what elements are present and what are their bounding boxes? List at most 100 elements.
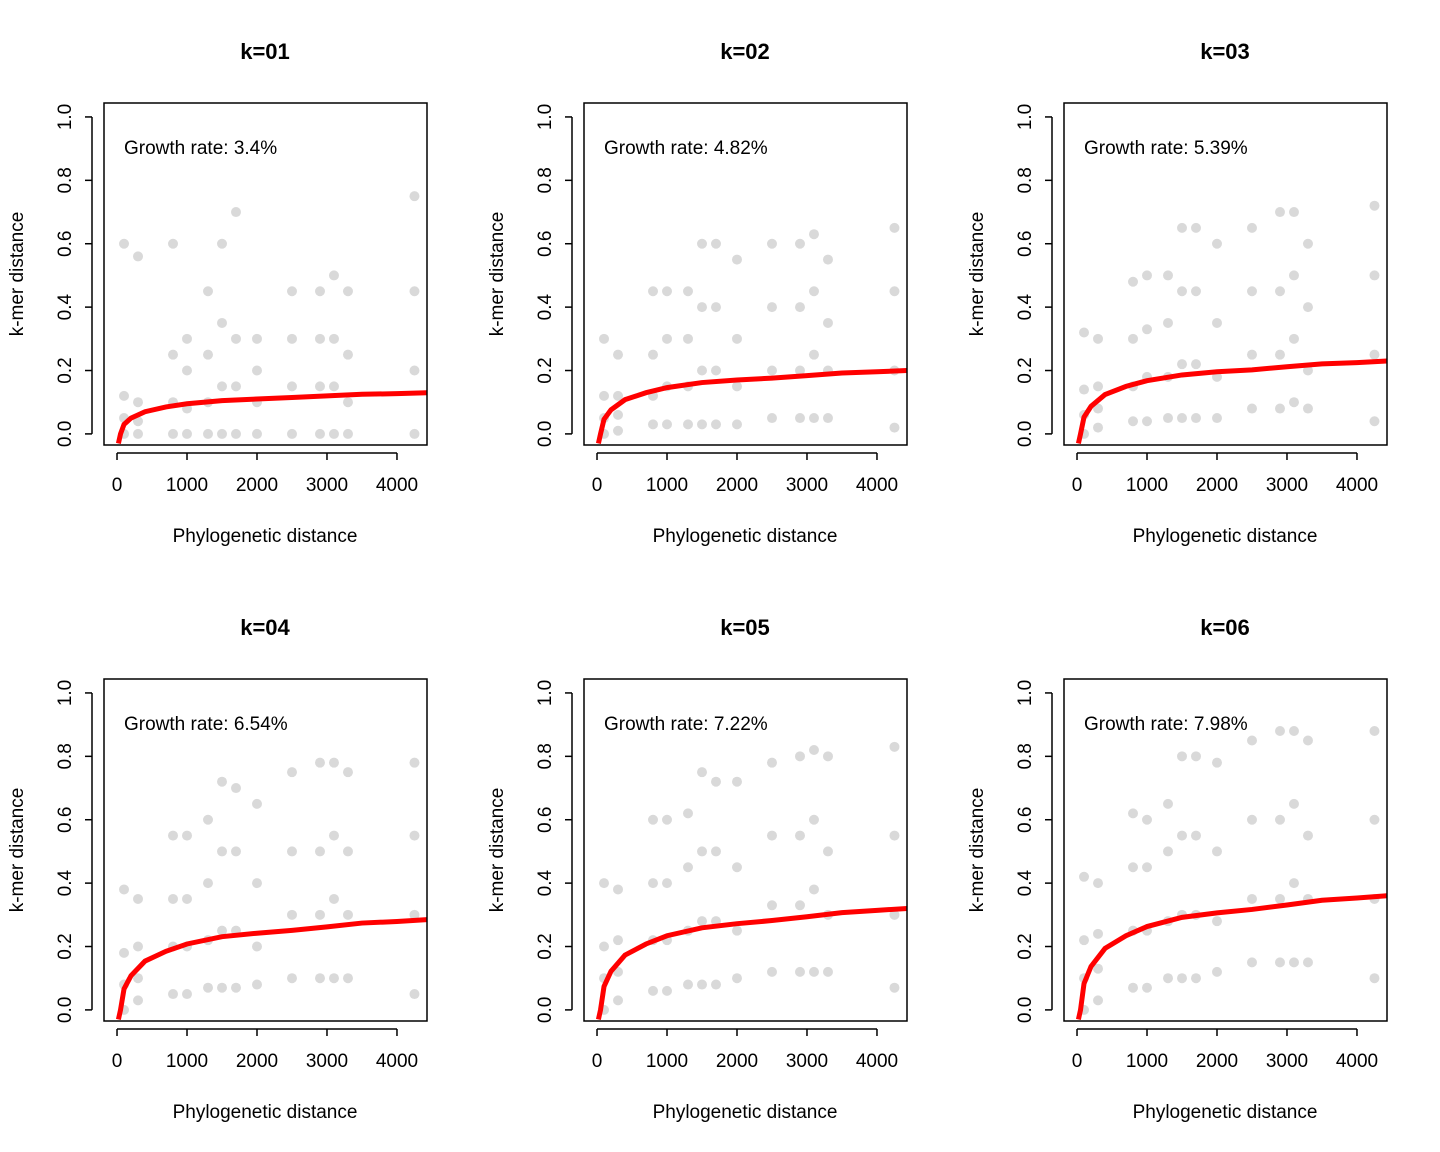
plot-frame bbox=[1063, 102, 1388, 446]
x-tick-label: 0 bbox=[1072, 1051, 1083, 1072]
annotation: Growth rate: 6.54% bbox=[124, 714, 288, 735]
point bbox=[203, 814, 214, 825]
point bbox=[1177, 413, 1188, 424]
point bbox=[822, 413, 833, 424]
point bbox=[1128, 333, 1139, 344]
y-tick-label: 0.6 bbox=[535, 807, 556, 833]
x-tick-label: 4000 bbox=[1336, 1051, 1378, 1072]
point bbox=[766, 900, 777, 911]
panel-title: k=03 bbox=[1200, 39, 1250, 64]
point bbox=[1093, 878, 1104, 889]
point bbox=[794, 302, 805, 313]
point bbox=[731, 254, 742, 265]
panel: k=06 Phylogenetic distance k-mer distance 0… bbox=[967, 615, 1388, 1123]
point bbox=[710, 302, 721, 313]
x-tick-label: 3000 bbox=[1266, 1051, 1308, 1072]
point bbox=[168, 238, 179, 249]
point bbox=[314, 846, 325, 857]
y-tick-label: 0.0 bbox=[55, 997, 76, 1023]
point bbox=[731, 862, 742, 873]
point bbox=[342, 767, 353, 778]
point bbox=[1128, 808, 1139, 819]
x-tick-label: 2000 bbox=[236, 475, 278, 496]
point bbox=[683, 862, 694, 873]
point bbox=[1177, 751, 1188, 762]
point bbox=[1302, 365, 1313, 376]
point bbox=[133, 428, 144, 439]
y-tick-label: 0.4 bbox=[535, 869, 556, 896]
y-axis-label: k-mer distance bbox=[487, 788, 508, 913]
point bbox=[230, 207, 241, 218]
point bbox=[766, 302, 777, 313]
y-tick-label: 0.6 bbox=[1015, 807, 1036, 833]
point bbox=[1128, 416, 1139, 427]
x-tick-label: 3000 bbox=[306, 1051, 348, 1072]
point bbox=[1369, 416, 1380, 427]
y-tick-label: 0.2 bbox=[535, 357, 556, 383]
panel-title: k=04 bbox=[240, 615, 290, 640]
point bbox=[1142, 324, 1153, 335]
point bbox=[1288, 207, 1299, 218]
point bbox=[731, 419, 742, 430]
x-tick-label: 4000 bbox=[1336, 475, 1378, 496]
point bbox=[1142, 814, 1153, 825]
point bbox=[662, 286, 673, 297]
point bbox=[251, 428, 262, 439]
point bbox=[1274, 403, 1285, 414]
point bbox=[1302, 735, 1313, 746]
plot-frame bbox=[103, 678, 428, 1022]
point bbox=[697, 846, 708, 857]
point bbox=[1288, 798, 1299, 809]
point bbox=[889, 222, 900, 233]
point bbox=[1142, 982, 1153, 993]
x-tick-label: 2000 bbox=[236, 1051, 278, 1072]
point bbox=[613, 884, 624, 895]
point bbox=[1288, 397, 1299, 408]
point bbox=[203, 286, 214, 297]
plot-area bbox=[115, 757, 427, 1020]
point bbox=[1369, 725, 1380, 736]
point bbox=[1302, 957, 1313, 968]
plot-area bbox=[595, 222, 907, 444]
point bbox=[613, 935, 624, 946]
point bbox=[697, 238, 708, 249]
point bbox=[409, 830, 420, 841]
point bbox=[808, 966, 819, 977]
point bbox=[286, 846, 297, 857]
point bbox=[1093, 963, 1104, 974]
point bbox=[1128, 982, 1139, 993]
y-tick-label: 0.8 bbox=[535, 167, 556, 193]
y-tick-label: 0.8 bbox=[1015, 743, 1036, 769]
point bbox=[1274, 286, 1285, 297]
point bbox=[683, 286, 694, 297]
point bbox=[808, 884, 819, 895]
point bbox=[217, 776, 228, 787]
point bbox=[697, 419, 708, 430]
y-tick-label: 0.0 bbox=[535, 421, 556, 447]
x-tick-label: 4000 bbox=[376, 475, 418, 496]
point bbox=[133, 941, 144, 952]
point bbox=[662, 814, 673, 825]
point bbox=[182, 333, 193, 344]
y-tick-label: 0.2 bbox=[1015, 357, 1036, 383]
point bbox=[203, 878, 214, 889]
y-tick-label: 0.8 bbox=[535, 743, 556, 769]
point bbox=[794, 966, 805, 977]
point bbox=[1369, 270, 1380, 281]
panel: k=03 Phylogenetic distance k-mer distance 0… bbox=[967, 39, 1388, 547]
x-tick-label: 4000 bbox=[856, 1051, 898, 1072]
point bbox=[1274, 814, 1285, 825]
x-axis-label: Phylogenetic distance bbox=[1133, 1102, 1318, 1123]
point bbox=[168, 830, 179, 841]
point bbox=[1142, 862, 1153, 873]
point bbox=[613, 349, 624, 360]
panel-title: k=01 bbox=[240, 39, 290, 64]
point bbox=[314, 428, 325, 439]
point bbox=[697, 302, 708, 313]
point bbox=[1246, 222, 1257, 233]
point bbox=[1211, 413, 1222, 424]
point bbox=[286, 973, 297, 984]
point bbox=[613, 995, 624, 1006]
point bbox=[203, 982, 214, 993]
point bbox=[683, 979, 694, 990]
